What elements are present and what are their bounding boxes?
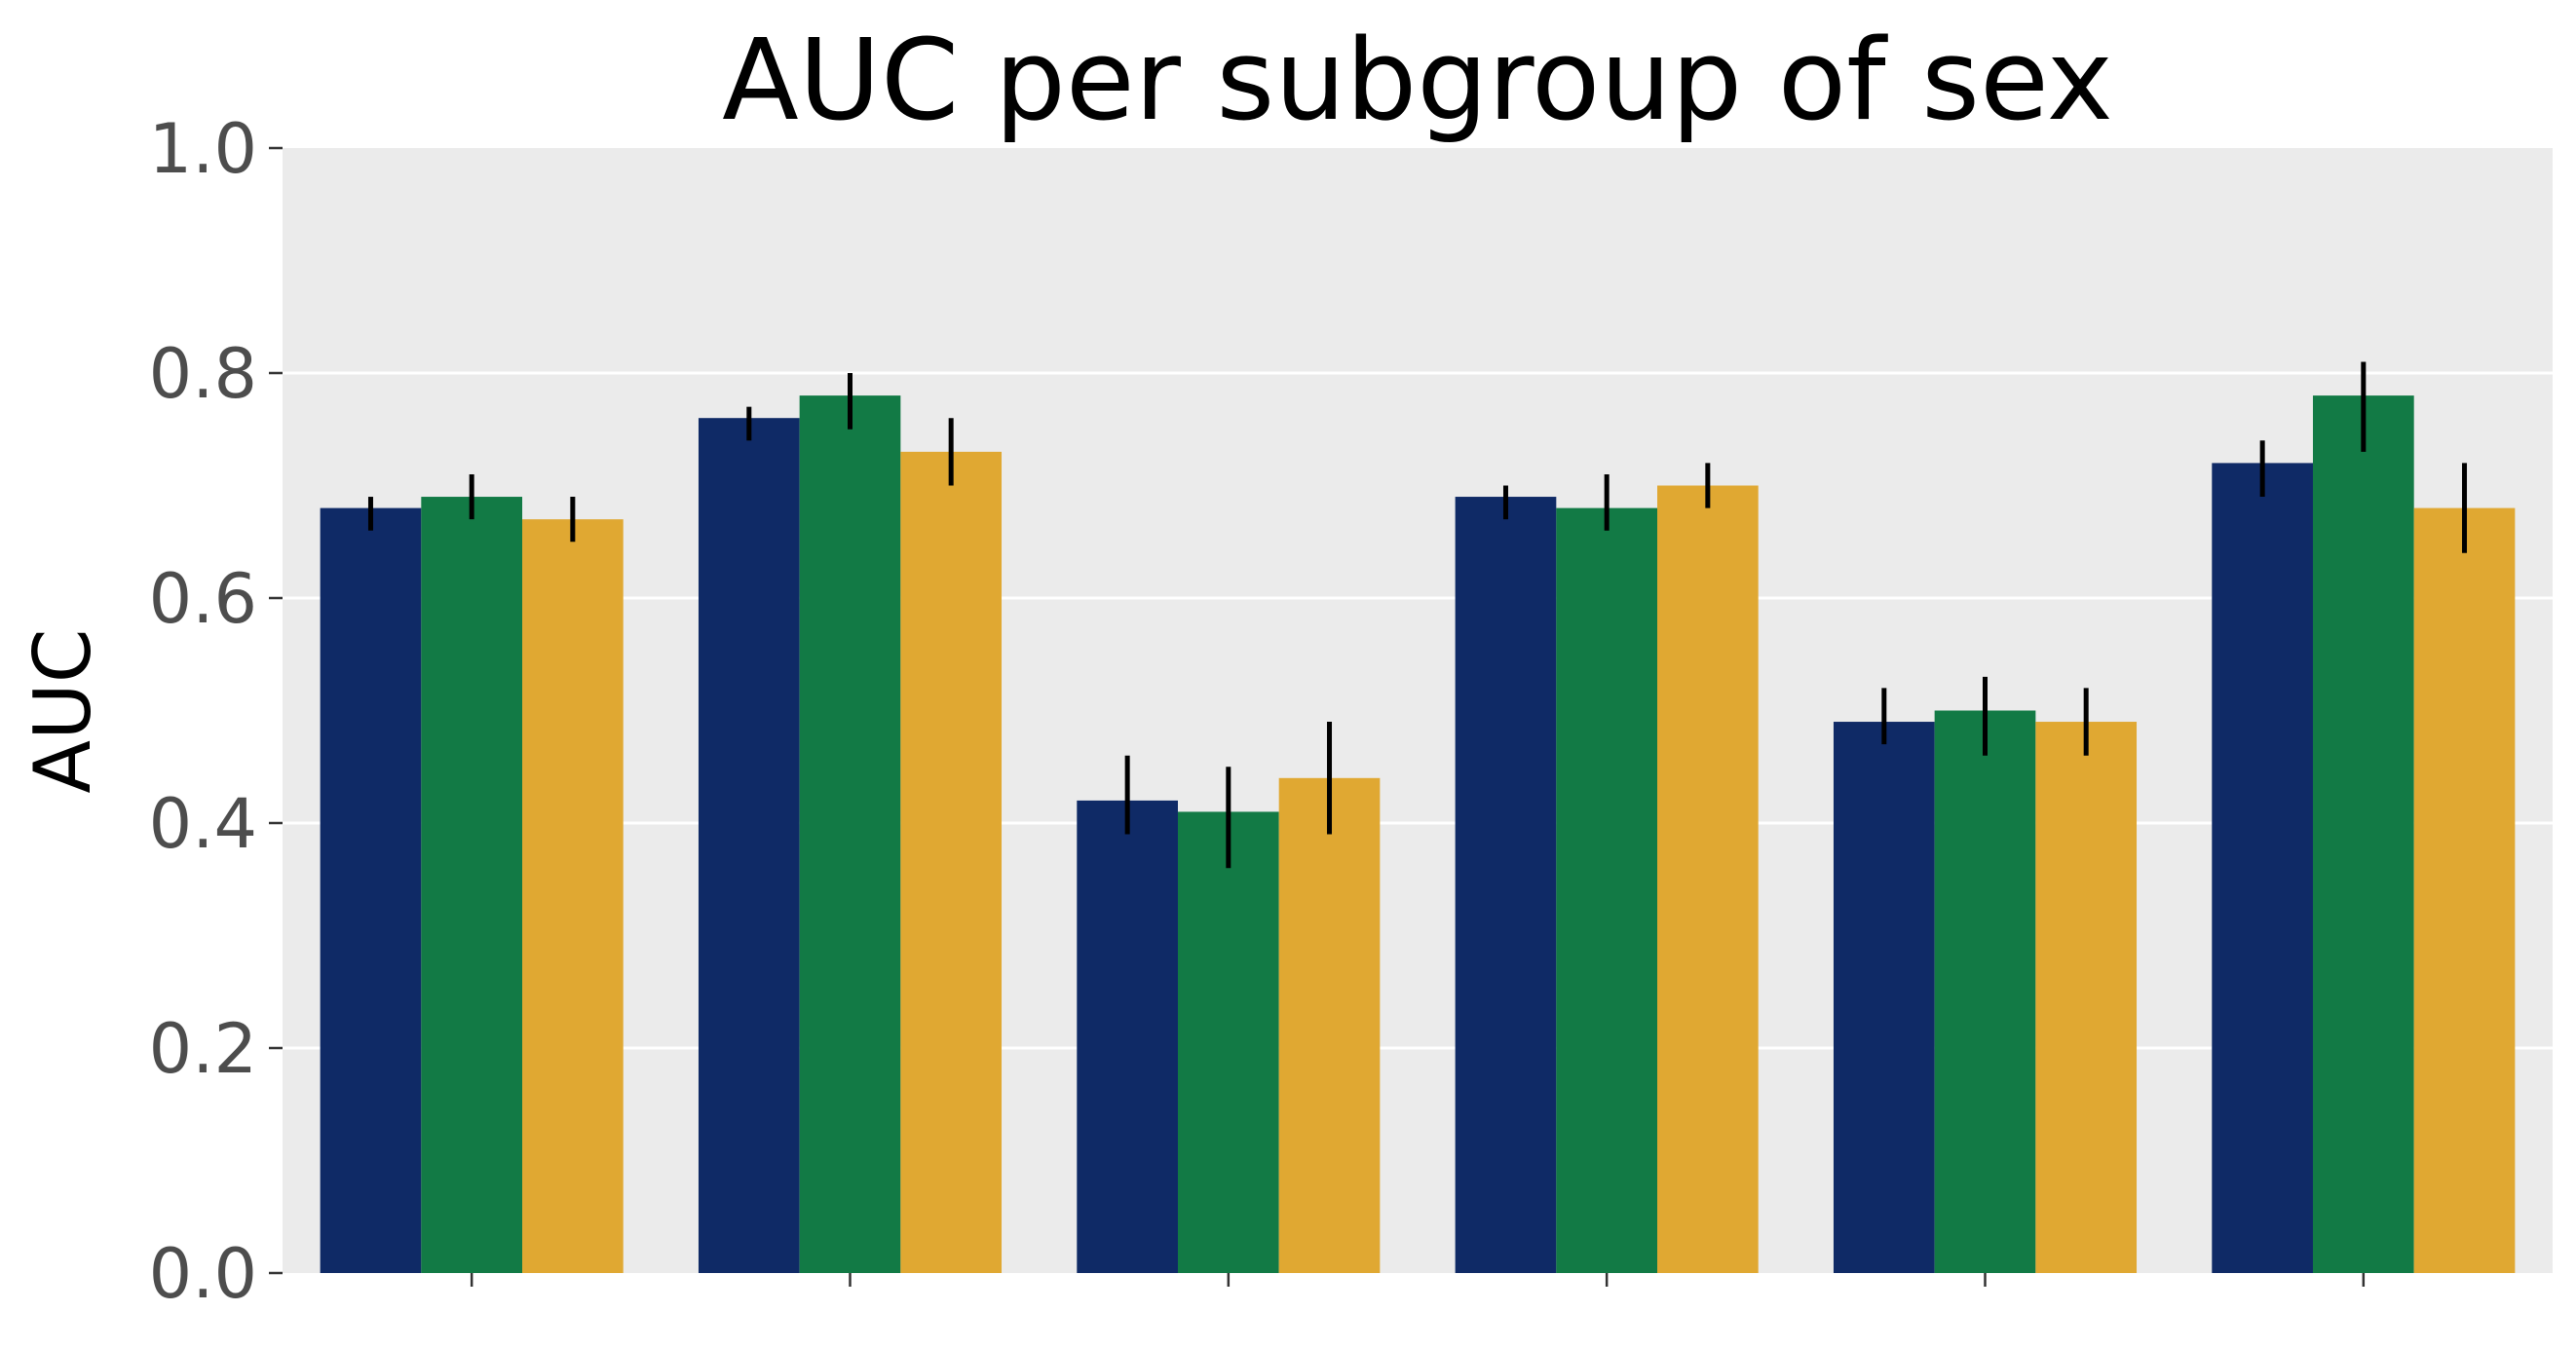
axes: 0.0 0.2 0.4 0.6 0.8 1.0	[149, 109, 2366, 1314]
grid-lines	[283, 371, 2553, 1050]
error-bars	[367, 361, 2468, 869]
bar	[2312, 395, 2414, 1274]
bar	[799, 395, 901, 1274]
chart-title: AUC per subgroup of sex	[722, 16, 2113, 146]
bar	[1077, 800, 1178, 1273]
bar	[2035, 722, 2138, 1273]
bar	[2413, 507, 2516, 1273]
bar	[1657, 485, 1759, 1273]
bar	[1556, 507, 1658, 1273]
bar	[1833, 722, 1935, 1273]
bar	[421, 497, 523, 1273]
bars	[320, 395, 2516, 1274]
y-axis-label: AUC	[18, 628, 108, 793]
y-tick-label: 0.4	[149, 784, 257, 864]
plot-background	[283, 148, 2553, 1273]
bar	[1278, 777, 1381, 1273]
bar	[1177, 811, 1279, 1273]
y-tick-label: 0.2	[149, 1009, 257, 1089]
bar	[900, 451, 1003, 1274]
y-tick-label: 1.0	[149, 109, 257, 189]
bar	[320, 507, 422, 1273]
bar	[1934, 710, 2036, 1273]
y-tick-label: 0.6	[149, 559, 257, 639]
bar	[2212, 463, 2313, 1273]
y-tick-label: 0.8	[149, 334, 257, 414]
bar	[522, 519, 624, 1273]
y-tick-label: 0.0	[149, 1234, 257, 1314]
bar	[698, 418, 800, 1273]
bar	[1455, 497, 1557, 1273]
